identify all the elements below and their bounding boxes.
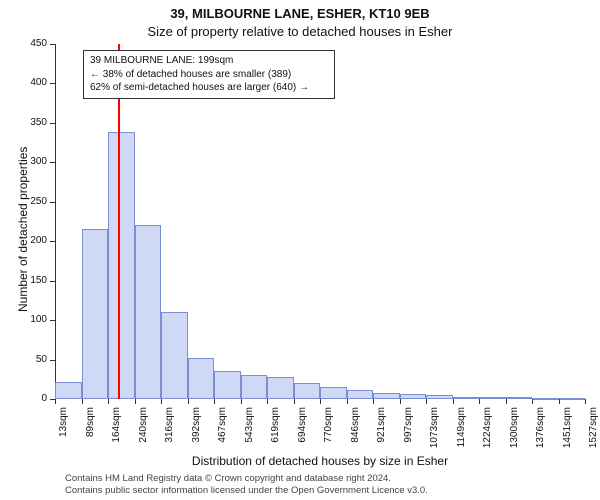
y-tick-label: 0 xyxy=(17,393,47,404)
histogram-bar xyxy=(373,393,400,399)
x-tick xyxy=(585,399,586,404)
attribution-line: Contains public sector information licen… xyxy=(65,485,428,497)
histogram-bar xyxy=(479,397,506,399)
histogram-bar xyxy=(214,371,241,399)
chart-title-desc: Size of property relative to detached ho… xyxy=(0,24,600,39)
histogram-bar xyxy=(532,398,559,400)
x-tick xyxy=(426,399,427,404)
x-tick xyxy=(267,399,268,404)
x-tick-label: 1149sqm xyxy=(456,407,467,465)
attribution-line: Contains HM Land Registry data © Crown c… xyxy=(65,473,428,485)
x-tick xyxy=(188,399,189,404)
histogram-bar xyxy=(267,377,294,399)
x-tick xyxy=(559,399,560,404)
y-tick xyxy=(50,360,55,361)
histogram-bar xyxy=(82,229,109,399)
chart-title-address: 39, MILBOURNE LANE, ESHER, KT10 9EB xyxy=(0,6,600,21)
annotation-box: 39 MILBOURNE LANE: 199sqm ← 38% of detac… xyxy=(83,50,335,99)
x-tick-label: 240sqm xyxy=(138,407,149,465)
y-tick xyxy=(50,281,55,282)
x-tick xyxy=(373,399,374,404)
y-tick-label: 450 xyxy=(17,38,47,49)
y-tick xyxy=(50,162,55,163)
y-tick-label: 300 xyxy=(17,156,47,167)
y-tick-label: 50 xyxy=(17,354,47,365)
histogram-bar xyxy=(426,395,453,399)
x-tick-label: 89sqm xyxy=(85,407,96,465)
x-tick xyxy=(241,399,242,404)
histogram-bar xyxy=(135,225,162,399)
y-axis-label: Number of detached properties xyxy=(16,146,30,311)
x-tick xyxy=(214,399,215,404)
x-tick xyxy=(82,399,83,404)
x-tick-label: 1376sqm xyxy=(535,407,546,465)
annotation-line: 39 MILBOURNE LANE: 199sqm xyxy=(90,54,328,68)
x-tick-label: 619sqm xyxy=(270,407,281,465)
histogram-bar xyxy=(347,390,374,399)
x-tick xyxy=(506,399,507,404)
x-tick xyxy=(161,399,162,404)
annotation-line: 62% of semi-detached houses are larger (… xyxy=(90,81,328,95)
x-tick-label: 770sqm xyxy=(323,407,334,465)
x-tick-label: 921sqm xyxy=(376,407,387,465)
x-tick xyxy=(294,399,295,404)
histogram-bar xyxy=(294,383,321,399)
y-tick xyxy=(50,241,55,242)
x-tick xyxy=(347,399,348,404)
x-axis-label: Distribution of detached houses by size … xyxy=(55,454,585,468)
x-tick-label: 694sqm xyxy=(297,407,308,465)
y-tick xyxy=(50,44,55,45)
y-tick xyxy=(50,83,55,84)
y-tick-label: 400 xyxy=(17,77,47,88)
y-tick-label: 100 xyxy=(17,314,47,325)
x-tick-label: 846sqm xyxy=(350,407,361,465)
histogram-bar xyxy=(506,397,533,399)
histogram-bar xyxy=(320,387,347,399)
x-tick-label: 1451sqm xyxy=(562,407,573,465)
y-tick xyxy=(50,202,55,203)
x-tick xyxy=(453,399,454,404)
attribution-text: Contains HM Land Registry data © Crown c… xyxy=(65,473,428,498)
histogram-bar xyxy=(161,312,188,399)
x-tick-label: 316sqm xyxy=(164,407,175,465)
histogram-bar xyxy=(55,382,82,399)
x-tick-label: 997sqm xyxy=(403,407,414,465)
x-tick-label: 13sqm xyxy=(58,407,69,465)
x-tick xyxy=(108,399,109,404)
x-tick-label: 543sqm xyxy=(244,407,255,465)
x-tick xyxy=(400,399,401,404)
histogram-bar xyxy=(400,394,427,399)
x-tick-label: 392sqm xyxy=(191,407,202,465)
y-tick-label: 350 xyxy=(17,117,47,128)
x-tick xyxy=(532,399,533,404)
y-tick-label: 150 xyxy=(17,275,47,286)
x-tick xyxy=(55,399,56,404)
histogram-bar xyxy=(241,375,268,399)
y-tick xyxy=(50,123,55,124)
x-tick-label: 467sqm xyxy=(217,407,228,465)
x-tick xyxy=(479,399,480,404)
histogram-bar xyxy=(108,132,135,399)
y-tick-label: 250 xyxy=(17,196,47,207)
x-tick-label: 1073sqm xyxy=(429,407,440,465)
y-tick xyxy=(50,320,55,321)
x-tick xyxy=(135,399,136,404)
y-tick-label: 200 xyxy=(17,235,47,246)
x-tick-label: 1224sqm xyxy=(482,407,493,465)
histogram-bar xyxy=(188,358,215,399)
histogram-bar xyxy=(559,398,586,400)
histogram-bar xyxy=(453,397,480,399)
x-tick-label: 1300sqm xyxy=(509,407,520,465)
x-tick xyxy=(320,399,321,404)
x-tick-label: 1527sqm xyxy=(588,407,599,465)
annotation-line: ← 38% of detached houses are smaller (38… xyxy=(90,68,328,82)
x-tick-label: 164sqm xyxy=(111,407,122,465)
